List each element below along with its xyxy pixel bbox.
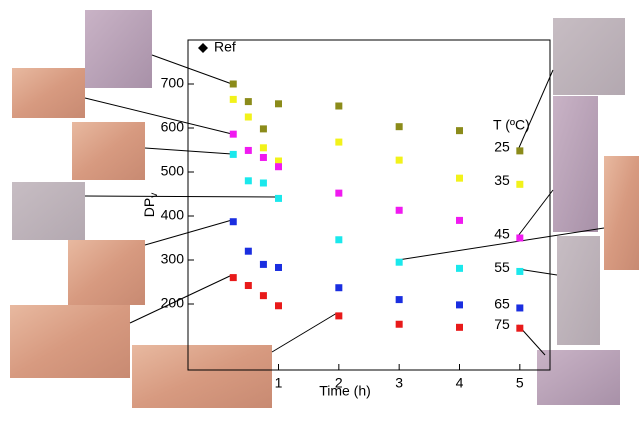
point — [245, 177, 252, 184]
point — [275, 163, 282, 170]
point — [260, 144, 267, 151]
micrograph — [72, 122, 145, 180]
connector — [272, 313, 337, 352]
legend-label: 45 — [494, 226, 510, 242]
point — [396, 207, 403, 214]
point — [335, 236, 342, 243]
micrograph — [553, 96, 598, 232]
y-tick-label: 200 — [161, 295, 185, 311]
point — [260, 180, 267, 187]
legend-label: 25 — [494, 139, 510, 155]
legend-label: 65 — [494, 296, 510, 312]
micrograph — [10, 305, 130, 378]
y-axis-label-main: DP — [141, 198, 157, 217]
point — [456, 127, 463, 134]
point — [230, 151, 237, 158]
legend-label: 75 — [494, 316, 510, 332]
connector — [518, 70, 553, 150]
micrograph — [553, 18, 625, 95]
point — [516, 268, 523, 275]
connector — [85, 196, 277, 197]
micrographs — [10, 10, 639, 408]
point — [335, 103, 342, 110]
point — [275, 195, 282, 202]
point — [230, 274, 237, 281]
x-tick-label: 1 — [275, 375, 283, 391]
point — [456, 324, 463, 331]
point — [230, 218, 237, 225]
point — [456, 217, 463, 224]
point — [335, 190, 342, 197]
point — [396, 296, 403, 303]
legend-label: 55 — [494, 259, 510, 275]
point — [230, 96, 237, 103]
legend-label: 35 — [494, 172, 510, 188]
point — [516, 147, 523, 154]
point — [516, 304, 523, 311]
point — [275, 264, 282, 271]
point — [516, 181, 523, 188]
point — [396, 123, 403, 130]
micrograph — [85, 10, 152, 88]
point — [516, 235, 523, 242]
point — [230, 131, 237, 138]
point — [230, 81, 237, 88]
x-axis-label: Time (h) — [319, 383, 371, 399]
point — [396, 157, 403, 164]
chart: Ref T (ºC) Time (h) DPv 200 300 400 500 600 7… — [0, 0, 639, 416]
x-tick-label: 5 — [516, 375, 524, 391]
point — [275, 100, 282, 107]
y-tick-label: 600 — [161, 119, 185, 135]
point — [245, 98, 252, 105]
point — [456, 301, 463, 308]
connector — [518, 269, 557, 275]
point — [245, 147, 252, 154]
micrograph — [12, 68, 85, 118]
point — [275, 302, 282, 309]
point — [335, 139, 342, 146]
y-tick-label: 300 — [161, 251, 185, 267]
annotation: Ref — [214, 39, 236, 55]
point — [245, 282, 252, 289]
point — [260, 154, 267, 161]
y-tick-label: 700 — [161, 75, 185, 91]
point — [260, 125, 267, 132]
micrograph — [604, 156, 639, 270]
ref-marker — [198, 43, 208, 53]
point — [335, 284, 342, 291]
x-tick-label: 4 — [456, 375, 464, 391]
point — [396, 259, 403, 266]
micrograph — [537, 350, 620, 405]
y-tick-label: 500 — [161, 163, 185, 179]
point — [516, 325, 523, 332]
connector — [518, 190, 553, 236]
legend-title: T (ºC) — [493, 117, 530, 133]
y-tick-label: 400 — [161, 207, 185, 223]
x-tick-label: 3 — [395, 375, 403, 391]
micrograph — [12, 182, 85, 240]
point — [456, 265, 463, 272]
micrograph — [68, 240, 145, 305]
point — [245, 248, 252, 255]
point — [245, 114, 252, 121]
point — [260, 261, 267, 268]
point — [260, 292, 267, 299]
x-tick-label: 2 — [335, 375, 343, 391]
y-axis-label-sub: v — [149, 193, 160, 198]
point — [456, 175, 463, 182]
micrograph — [557, 236, 600, 345]
micrograph — [132, 345, 272, 408]
point — [396, 321, 403, 328]
point — [335, 312, 342, 319]
